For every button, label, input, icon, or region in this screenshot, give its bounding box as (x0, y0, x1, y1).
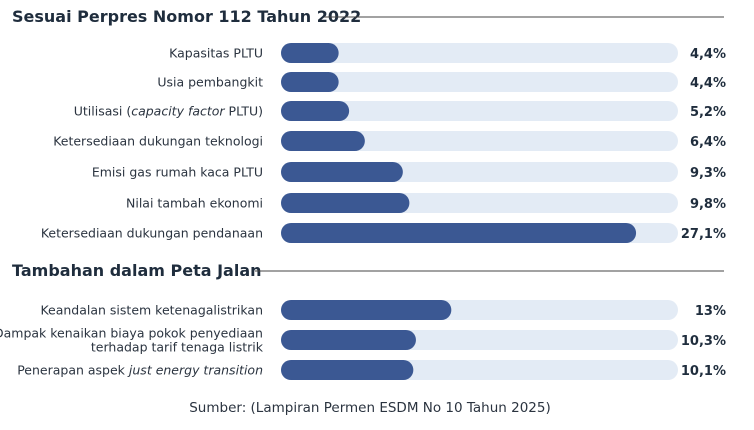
value-label: 9,3% (690, 166, 726, 181)
category-label: Penerapan aspek just energy transition (17, 363, 263, 378)
bar-track (281, 43, 678, 63)
bar-row: Dampak kenaikan biaya pokok penyediaante… (0, 326, 726, 355)
value-label: 13% (695, 304, 726, 319)
bar (281, 72, 339, 92)
category-label: Ketersediaan dukungan teknologi (53, 134, 263, 149)
bar-track (281, 131, 678, 151)
value-label: 6,4% (690, 135, 726, 150)
source-note: Sumber: (Lampiran Permen ESDM No 10 Tahu… (189, 400, 551, 416)
bar-track (281, 72, 678, 92)
bar (281, 300, 452, 320)
category-label: Emisi gas rumah kaca PLTU (92, 165, 263, 180)
bar-row: Usia pembangkit 4,4% (157, 72, 726, 92)
bar-row: Nilai tambah ekonomi 9,8% (126, 193, 726, 213)
category-label: Utilisasi (capacity factor PLTU) (74, 104, 263, 119)
value-label: 5,2% (690, 105, 726, 120)
value-label: 4,4% (690, 47, 726, 62)
value-label: 4,4% (690, 76, 726, 91)
bar-row: Kapasitas PLTU 4,4% (169, 43, 726, 63)
value-label: 10,1% (681, 364, 726, 379)
bar-row: Utilisasi (capacity factor PLTU) 5,2% (74, 101, 726, 121)
category-label: Kapasitas PLTU (169, 46, 263, 61)
bar-row: Keandalan sistem ketenagalistrikan 13% (40, 300, 726, 320)
bar (281, 131, 365, 151)
bar (281, 360, 414, 380)
value-label: 9,8% (690, 197, 726, 212)
category-label: Ketersediaan dukungan pendanaan (41, 226, 263, 241)
bar (281, 330, 416, 350)
section-title: Tambahan dalam Peta Jalan (12, 261, 262, 280)
bar-row: Penerapan aspek just energy transition 10… (17, 360, 726, 380)
chart-section-2: Tambahan dalam Peta Jalan Keandalan siste… (0, 261, 726, 380)
chart-section-1: Sesuai Perpres Nomor 112 Tahun 2022 Kapas… (12, 7, 726, 243)
bar (281, 223, 637, 243)
bar-row: Ketersediaan dukungan teknologi 6,4% (53, 131, 726, 151)
bar (281, 162, 403, 182)
value-label: 10,3% (681, 334, 726, 349)
bar (281, 193, 410, 213)
bar-track (281, 101, 678, 121)
value-label: 27,1% (681, 227, 726, 242)
category-label: Dampak kenaikan biaya pokok penyediaan (0, 326, 263, 341)
category-label: Keandalan sistem ketenagalistrikan (40, 303, 263, 318)
category-label: Nilai tambah ekonomi (126, 196, 263, 211)
section-title: Sesuai Perpres Nomor 112 Tahun 2022 (12, 7, 361, 26)
bar (281, 101, 350, 121)
bar-row: Emisi gas rumah kaca PLTU 9,3% (92, 162, 726, 182)
category-label: Usia pembangkit (157, 75, 263, 90)
bar-row: Ketersediaan dukungan pendanaan 27,1% (41, 223, 726, 243)
category-label: terhadap tarif tenaga listrik (91, 340, 264, 355)
bar (281, 43, 339, 63)
